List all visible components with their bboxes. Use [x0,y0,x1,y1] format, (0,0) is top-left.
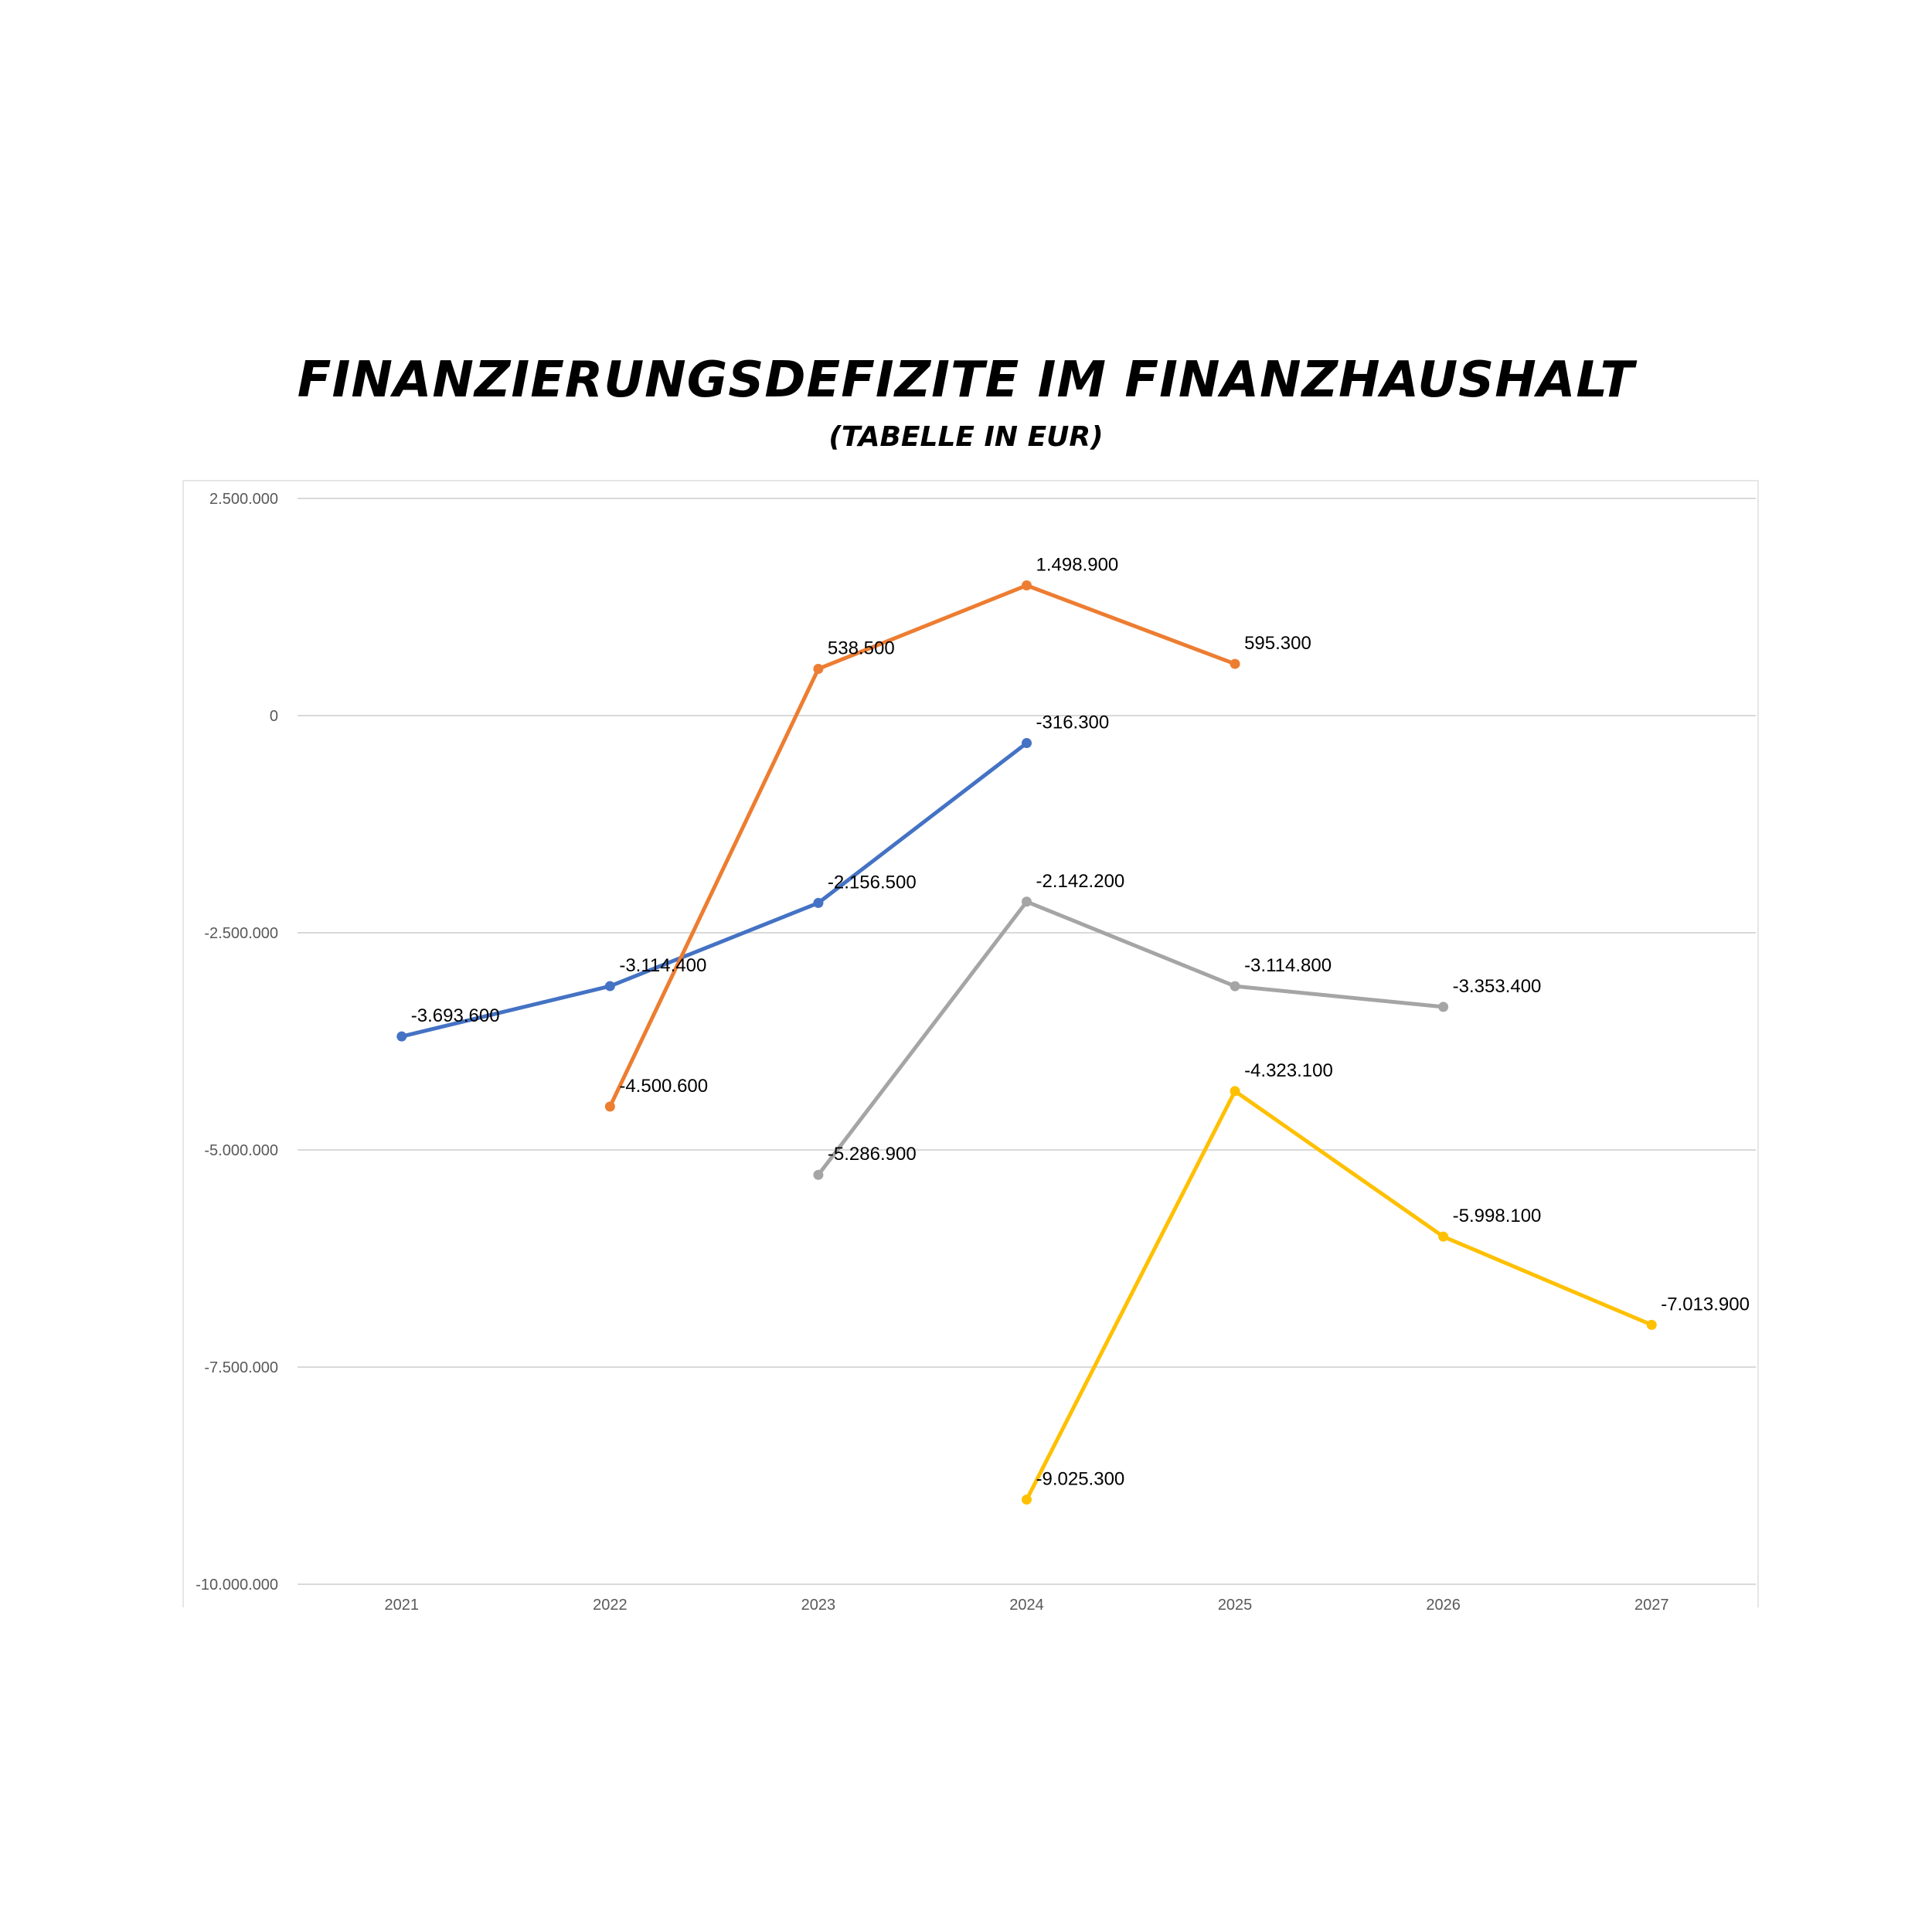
y-tick-label: -2.500.000 [204,925,278,942]
x-tick-label: 2022 [593,1597,628,1614]
series-line-2 [607,583,1237,1109]
data-label: -5.998.100 [1453,1206,1542,1226]
data-label: -4.500.600 [619,1076,708,1097]
chart-subtitle: (Tabelle in EUR) [828,421,1104,453]
x-tick-label: 2027 [1634,1597,1669,1614]
x-tick-label: 2025 [1218,1597,1253,1614]
data-point [1022,896,1032,907]
data-point [1438,1231,1449,1242]
y-tick-label: 2.500.000 [209,491,278,508]
y-tick-label: 0 [270,708,278,725]
y-tick-label: -10.000.000 [196,1577,278,1594]
data-label: -4.323.100 [1244,1060,1333,1081]
data-label: 595.300 [1244,633,1311,654]
data-point [813,1169,824,1180]
data-label: 538.500 [828,638,895,658]
data-label: -3.353.400 [1453,976,1542,997]
data-point [1230,658,1240,669]
x-tick-label: 2026 [1426,1597,1461,1614]
data-label: -3.693.600 [411,1005,500,1026]
data-label: -2.142.200 [1036,871,1125,892]
data-label: -3.114.400 [619,955,706,976]
data-point [396,1031,407,1042]
data-point [813,663,824,674]
y-tick-label: -7.500.000 [204,1359,278,1376]
data-label: -7.013.900 [1661,1294,1750,1315]
data-point [1230,981,1240,992]
data-point [1438,1002,1449,1012]
series-line-1 [400,741,1029,1039]
data-label: -3.114.800 [1244,955,1332,976]
data-point [1022,580,1032,591]
data-label: -9.025.300 [1036,1468,1125,1489]
data-point [1022,738,1032,749]
data-point [813,897,824,908]
series-line-4 [1025,1089,1654,1502]
data-label: -2.156.500 [828,872,917,893]
data-point [1022,1494,1032,1505]
x-tick-label: 2023 [801,1597,836,1614]
data-label: -316.300 [1036,713,1110,733]
series-line-3 [816,900,1446,1177]
x-tick-label: 2024 [1009,1597,1044,1614]
data-point [604,981,615,992]
chart-area-frame [182,480,1759,1607]
data-label: -5.286.900 [828,1144,917,1165]
chart-title: Finanzierungsdefizite im Finanzhaushalt [297,352,1635,409]
data-point [1230,1086,1240,1097]
data-label: 1.498.900 [1036,555,1119,576]
x-tick-label: 2021 [385,1597,420,1614]
data-point [1646,1319,1657,1330]
y-tick-label: -5.000.000 [204,1142,278,1159]
data-point [604,1101,615,1112]
